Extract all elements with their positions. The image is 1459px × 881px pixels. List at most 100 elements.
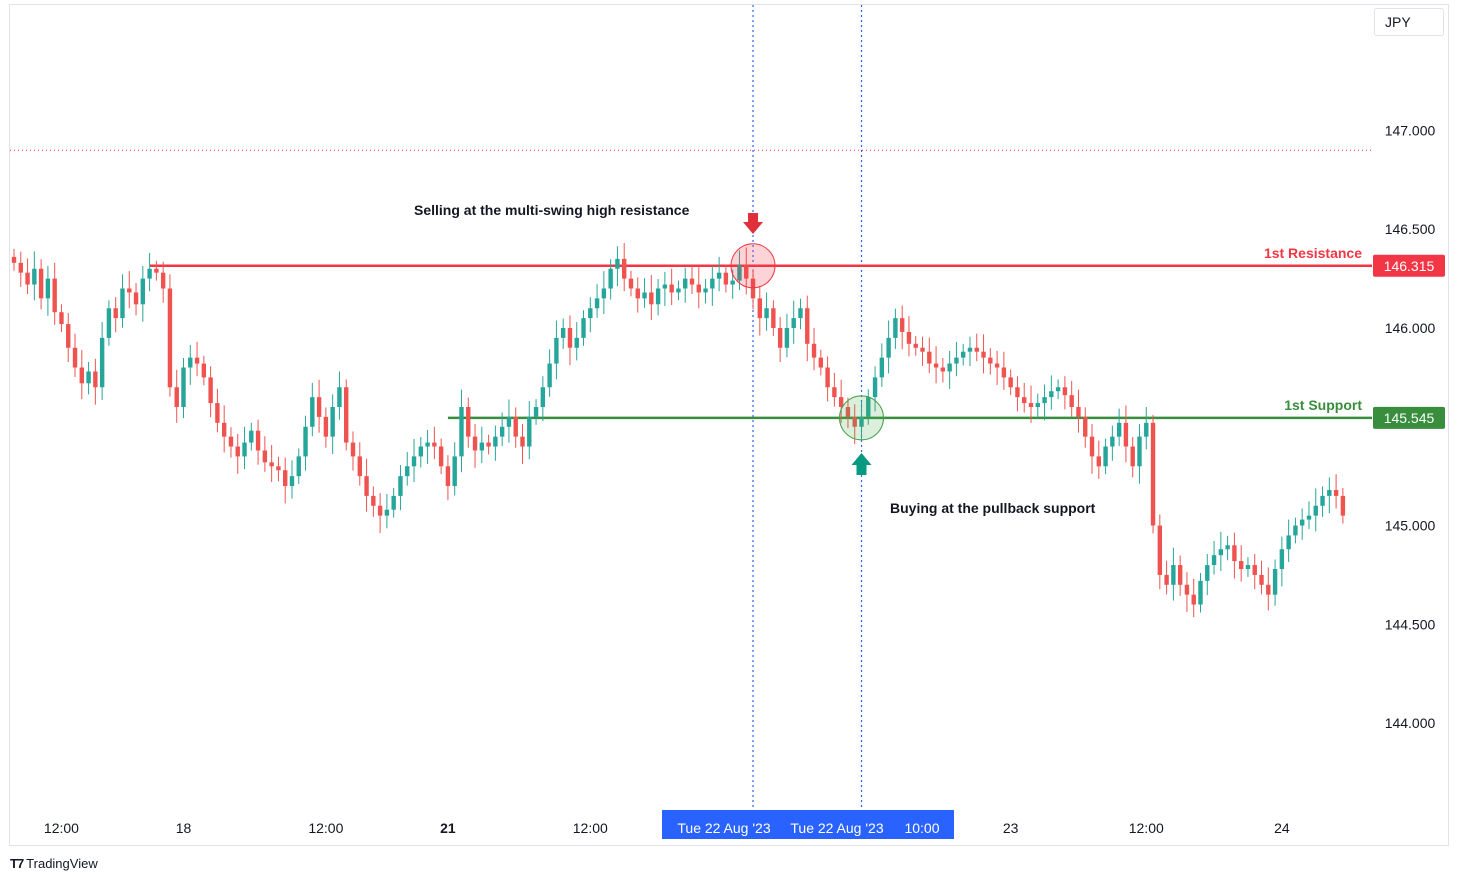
candle-33 (235, 433, 240, 474)
levels-layer: 1st Resistance 1st Support (10, 5, 1372, 808)
candle-35 (249, 422, 254, 451)
candle-body (249, 430, 254, 443)
candle-body (1123, 422, 1129, 447)
candle-43 (303, 415, 308, 471)
candle-138 (947, 350, 952, 389)
candle-body (994, 363, 1000, 368)
candle-31 (221, 405, 227, 453)
candle-body (737, 264, 742, 281)
candle-77 (533, 399, 539, 425)
candle-161 (1103, 438, 1108, 475)
candle-101 (696, 267, 701, 309)
candle-body (255, 430, 261, 451)
candle-157 (1076, 389, 1081, 433)
candle-166 (1137, 424, 1142, 484)
candle-11 (86, 361, 91, 395)
candle-body (215, 403, 220, 423)
tradingview-logo[interactable]: T7 TradingView (10, 854, 98, 872)
candle-body (1300, 519, 1305, 526)
candle-158 (1083, 407, 1088, 448)
candle-body (920, 347, 925, 352)
candle-body (1022, 397, 1027, 404)
candle-19 (140, 265, 146, 322)
candle-6 (52, 262, 57, 325)
candle-body (513, 416, 518, 437)
candle-body (1306, 515, 1312, 520)
candle-55 (384, 493, 390, 529)
candle-body (1130, 446, 1135, 467)
candle-body (262, 450, 268, 463)
candle-196 (1340, 488, 1346, 524)
support-price-badge (1373, 406, 1445, 429)
candle-59 (411, 439, 417, 483)
candle-body (683, 278, 688, 289)
tradingview-icon: T7 (10, 855, 24, 871)
chart-frame[interactable] (9, 4, 1449, 846)
candle-131 (899, 305, 905, 350)
candle-18 (133, 282, 139, 316)
candle-46 (323, 407, 329, 448)
candle-body (25, 272, 30, 285)
candle-57 (398, 465, 403, 511)
candle-body (669, 284, 674, 293)
candle-27 (194, 341, 200, 377)
candle-50 (350, 431, 356, 471)
candle-13 (99, 322, 105, 400)
candle-body (649, 292, 654, 305)
candle-body (974, 347, 979, 352)
candle-175 (1198, 572, 1203, 613)
candle-128 (879, 343, 885, 387)
candle-188 (1286, 519, 1291, 562)
candle-body (1327, 489, 1332, 496)
candle-42 (296, 448, 301, 485)
candle-body (886, 337, 891, 358)
candle-body (1049, 391, 1054, 398)
candle-body (1340, 495, 1346, 516)
candle-100 (689, 264, 695, 295)
candle-189 (1293, 517, 1298, 544)
candle-79 (547, 349, 552, 397)
candle-body (805, 308, 810, 344)
candle-154 (1055, 379, 1061, 400)
candle-body (520, 436, 525, 447)
crosshair-time-label: 10:00 (904, 820, 939, 836)
candle-22 (160, 261, 166, 303)
candle-body (350, 442, 356, 457)
candle-body (615, 258, 620, 269)
candle-70 (486, 434, 491, 455)
candle-112 (771, 300, 776, 336)
candle-body (838, 397, 844, 408)
candle-body (1191, 594, 1196, 605)
resistance-price-value: 146.315 (1384, 258, 1435, 274)
candle-118 (811, 328, 817, 371)
candle-body (357, 456, 362, 477)
candle-body (594, 298, 600, 309)
candle-body (967, 347, 973, 352)
candle-182 (1245, 557, 1251, 577)
candle-40 (283, 457, 288, 504)
candle-body (1205, 565, 1210, 581)
candle-122 (838, 379, 844, 423)
candle-body (1116, 422, 1122, 437)
candle-1 (18, 251, 23, 287)
candle-body (1272, 568, 1278, 595)
candle-body (655, 288, 661, 305)
candle-body (872, 377, 878, 398)
candle-body (1076, 407, 1081, 417)
candle-body (344, 387, 349, 443)
currency-selector[interactable]: JPY (1374, 8, 1444, 36)
sell-arrow-down-icon (743, 213, 764, 234)
candle-body (1062, 387, 1068, 396)
axis-layer: 146.315 145.545 147.000 146.500 146.000 145.0… (44, 122, 1445, 839)
x-tick-label: 18 (176, 820, 192, 836)
candle-body (1069, 395, 1074, 408)
candle-body (269, 462, 274, 467)
candle-body (710, 278, 715, 289)
candle-body (1001, 367, 1007, 378)
candle-body (1042, 397, 1047, 404)
buy-annotation: Buying at the pullback support (890, 500, 1096, 516)
candle-8 (66, 312, 71, 362)
candle-67 (466, 397, 471, 448)
candle-body (940, 367, 946, 372)
